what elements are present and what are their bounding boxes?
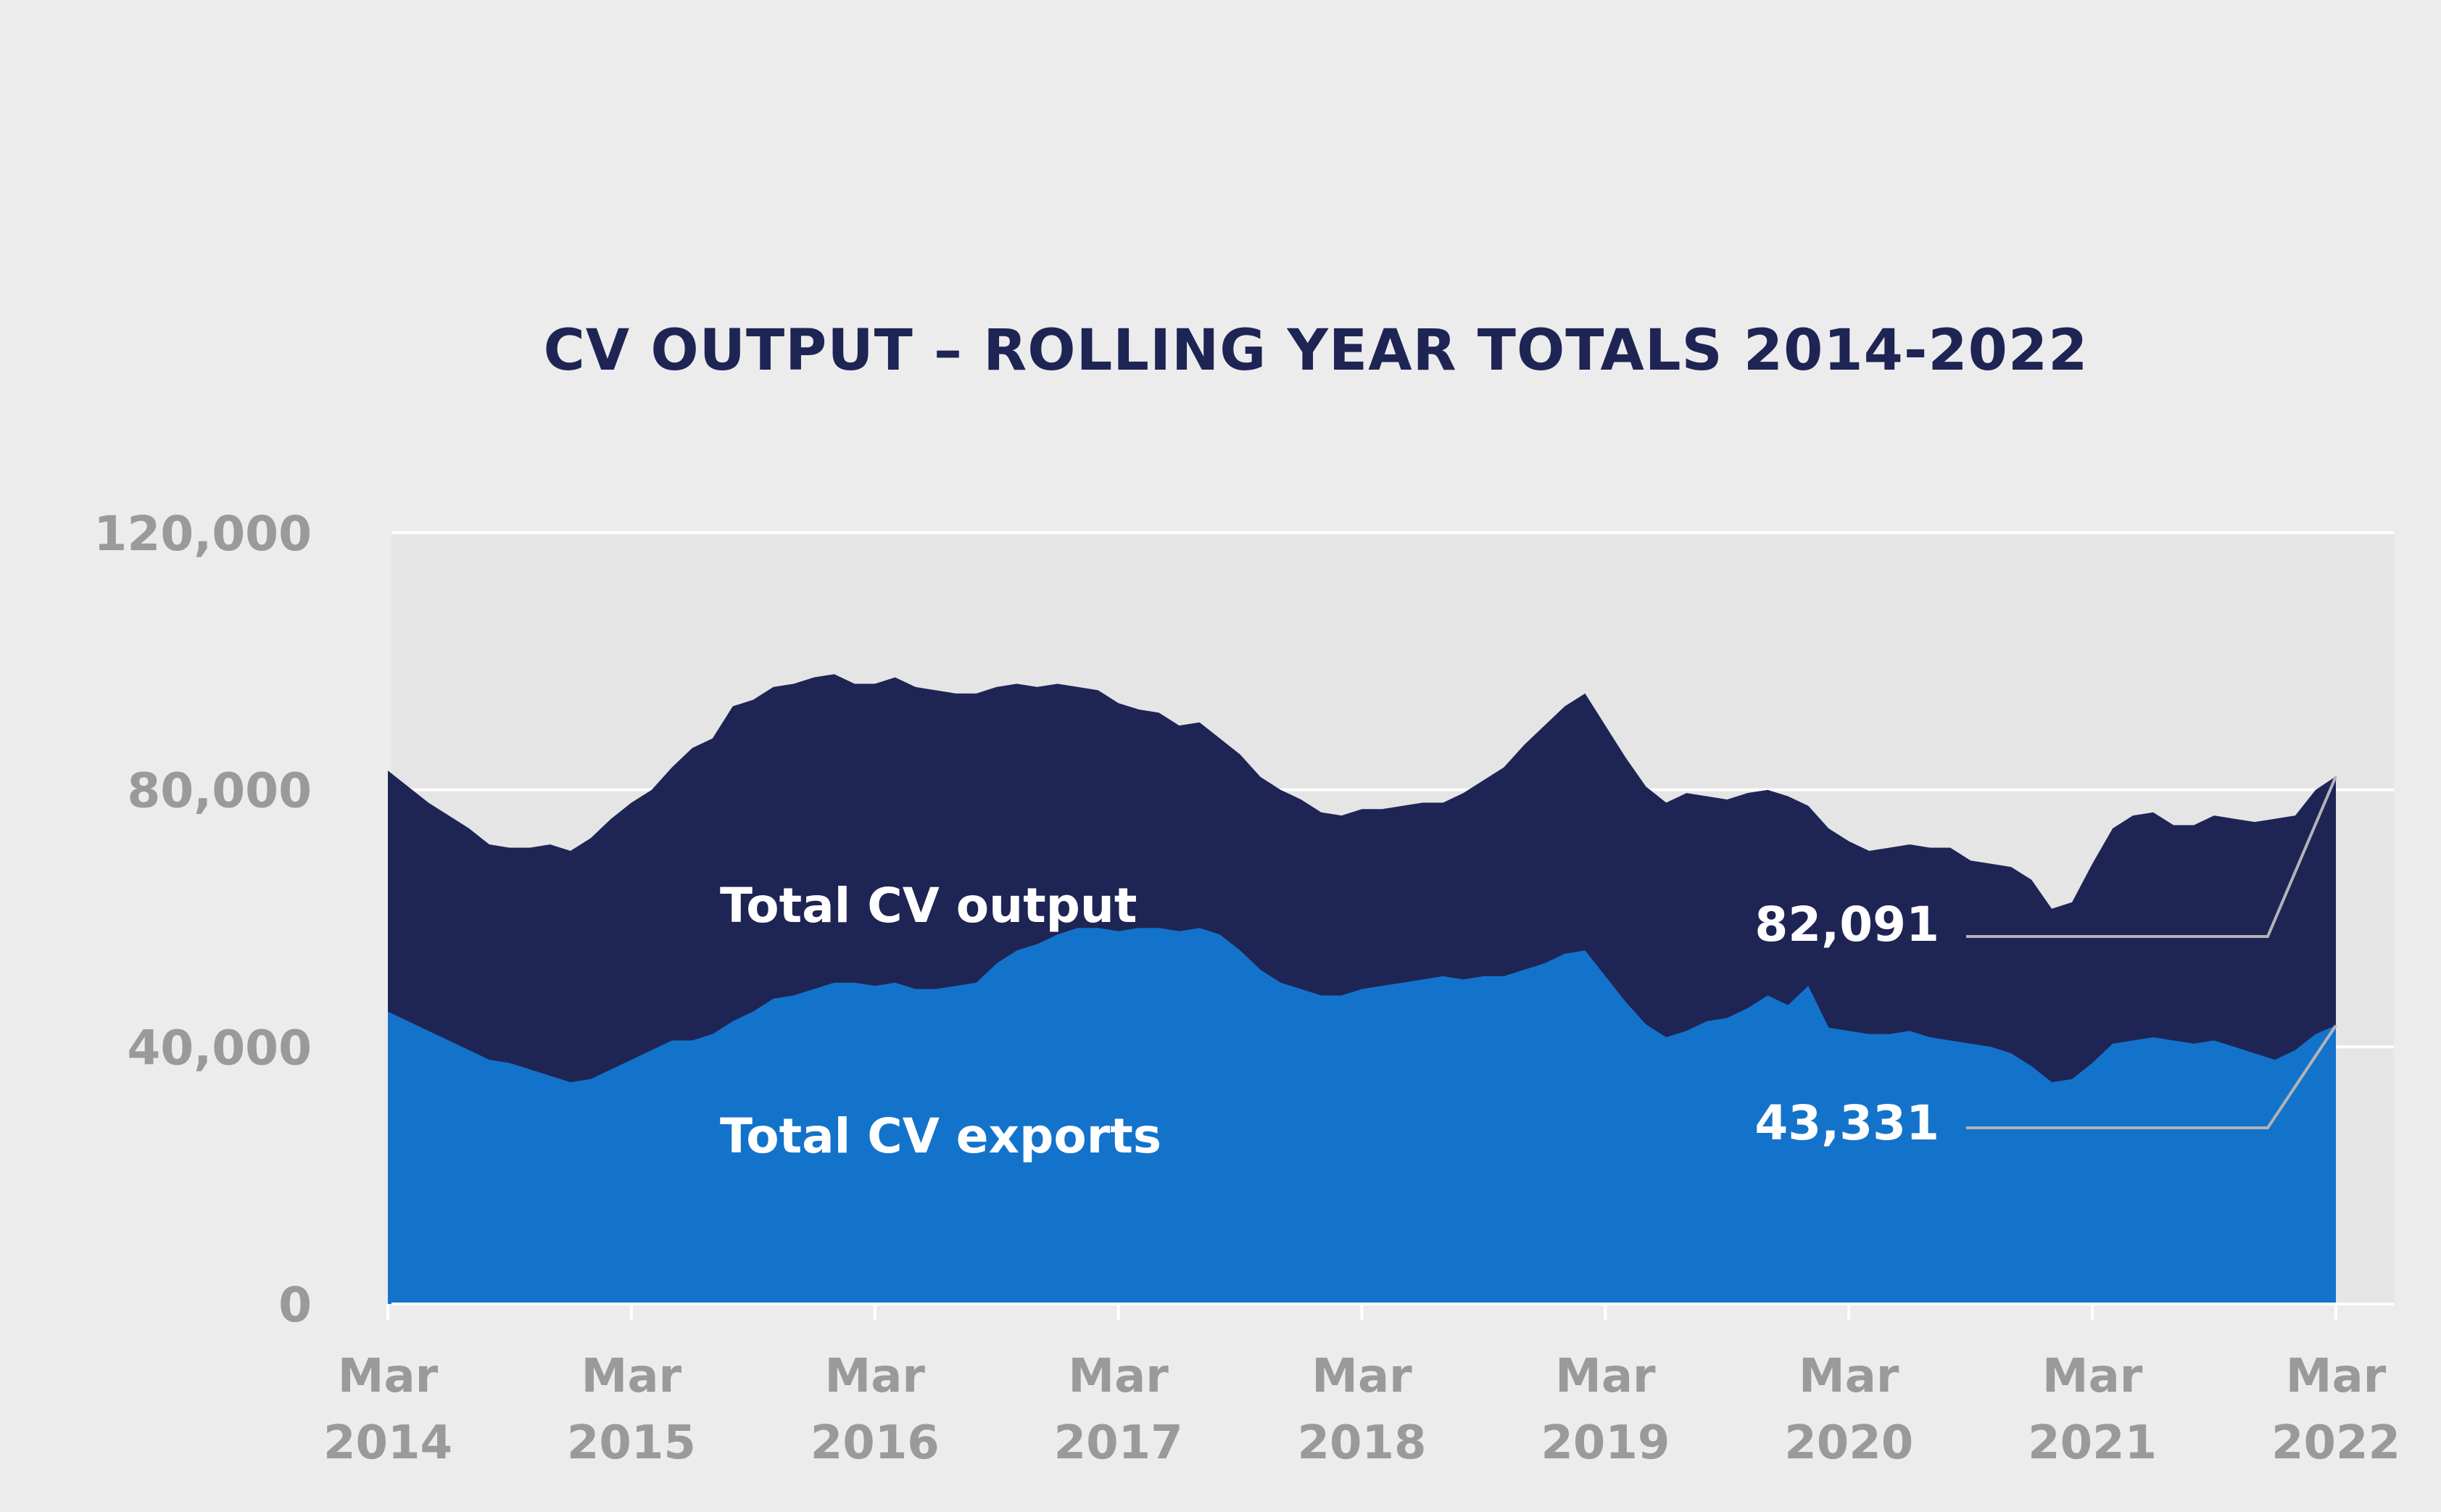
y-axis-ticks: 0 40,000 80,000 120,000 [94, 506, 312, 1333]
x-tick-month: Mar [1311, 1350, 1412, 1403]
chart-title: CV OUTPUT – ROLLING YEAR TOTALS 2014-202… [544, 318, 2089, 383]
callout-line [1966, 776, 2337, 938]
x-tick-year: 2015 [567, 1416, 696, 1470]
series-label-exports: Total CV exports [720, 1108, 1161, 1164]
x-tick-year: 2016 [811, 1416, 940, 1470]
series-label-output: Total CV output [720, 878, 1137, 934]
x-tick-year: 2020 [1784, 1416, 1913, 1470]
x-tick-year: 2021 [2028, 1416, 2157, 1470]
x-tick-year: 2019 [1541, 1416, 1670, 1470]
y-tick-label: 40,000 [127, 1020, 312, 1076]
y-tick-label: 120,000 [94, 506, 312, 562]
x-tick-year: 2018 [1297, 1416, 1426, 1470]
x-tick-month: Mar [581, 1350, 682, 1403]
callout-value: 43,331 [1754, 1095, 1939, 1151]
callouts: 82,091 43,331 [1754, 776, 2337, 1151]
x-tick-month: Mar [825, 1350, 926, 1403]
x-axis-ticks: Mar 2014 Mar 2015 Mar 2016 Mar 2017 Mar 2018 Mar 20… [323, 1304, 2400, 1470]
y-tick-label: 0 [278, 1277, 312, 1333]
x-tick-month: Mar [2042, 1350, 2143, 1403]
x-tick-month: Mar [1799, 1350, 1899, 1403]
x-tick-year: 2017 [1054, 1416, 1183, 1470]
x-tick-month: Mar [1555, 1350, 1656, 1403]
x-tick-year: 2014 [323, 1416, 452, 1470]
area-total-cv-exports [388, 928, 2336, 1304]
x-tick-month: Mar [2286, 1350, 2387, 1403]
x-tick-month: Mar [1068, 1350, 1169, 1403]
area-series [388, 674, 2336, 1304]
x-tick-month: Mar [338, 1350, 439, 1403]
callout-value: 82,091 [1754, 897, 1939, 952]
callout-line [1966, 1024, 2337, 1129]
y-tick-label: 80,000 [127, 763, 312, 819]
x-tick-year: 2022 [2271, 1416, 2400, 1470]
